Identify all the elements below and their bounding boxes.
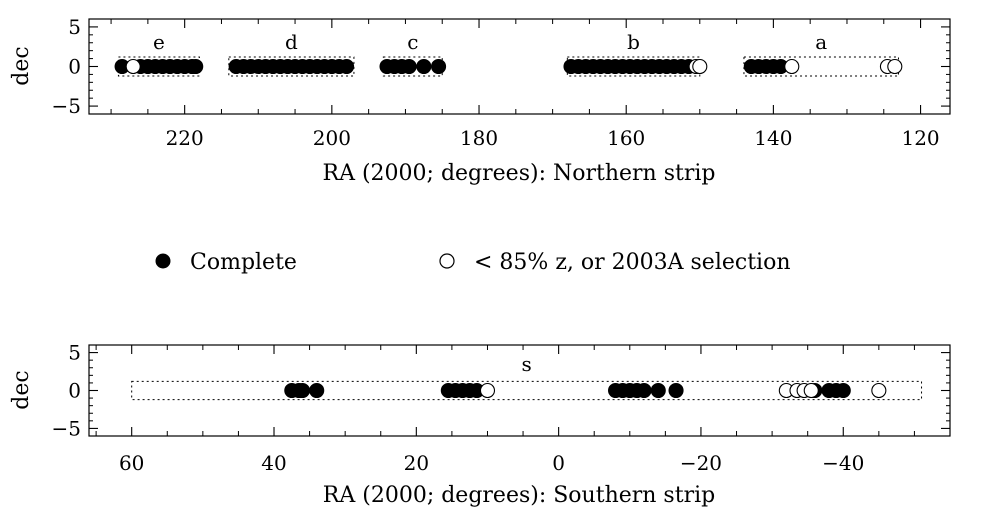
complete-point [668, 382, 684, 399]
x-tick-label: 200 [313, 126, 351, 150]
northern-strip-panel: e d c b a 220 200 180 160 140 120 5 0 −5 dec RA (200… [9, 15, 951, 186]
southern-strip-panel: s 60 40 20 0 −20 −40 5 0 −5 dec RA (2000; degree… [9, 341, 951, 508]
x-tick-label: 40 [261, 451, 286, 475]
northern-x-axis-label: RA (2000; degrees): Northern strip [323, 161, 716, 186]
field-label-s: s [521, 352, 531, 376]
field-box-s [131, 380, 923, 401]
y-tick-label: −5 [52, 94, 81, 118]
x-tick-label: −20 [680, 451, 722, 475]
legend-complete-marker [155, 253, 171, 269]
complete-point [835, 382, 851, 399]
partial-point [871, 382, 887, 399]
y-tick-label: 5 [68, 15, 81, 39]
complete-point [339, 58, 355, 75]
y-tick-label: 0 [68, 379, 81, 403]
x-tick-label: 0 [552, 451, 565, 475]
x-tick-label: 120 [901, 126, 939, 150]
complete-point [636, 382, 652, 399]
x-tick-label: −40 [822, 451, 864, 475]
y-tick-label: −5 [52, 416, 81, 440]
field-label-c: c [407, 30, 418, 54]
partial-point [692, 58, 708, 75]
x-tick-label: 140 [754, 126, 792, 150]
complete-point [294, 382, 311, 399]
complete-point [650, 382, 666, 399]
partial-point [784, 58, 800, 75]
complete-point [416, 58, 432, 75]
y-tick-label: 5 [68, 341, 81, 365]
y-tick-label: 0 [68, 55, 81, 79]
legend-complete-label: Complete [190, 250, 297, 275]
x-tick-label: 180 [460, 126, 498, 150]
field-label-b: b [627, 30, 640, 54]
partial-point [887, 58, 903, 75]
complete-point [401, 58, 417, 75]
southern-y-axis-label: dec [9, 370, 34, 409]
southern-x-axis-label: RA (2000; degrees): Southern strip [323, 483, 715, 508]
legend-partial-marker [439, 253, 455, 269]
complete-point [431, 58, 447, 75]
legend: Complete < 85% z, or 2003A selection [155, 250, 791, 275]
field-box-d [228, 56, 355, 77]
partial-point [125, 58, 141, 75]
x-tick-label: 160 [607, 126, 645, 150]
northern-y-axis-label: dec [9, 46, 34, 85]
field-box-a [743, 56, 899, 77]
x-tick-label: 220 [166, 126, 204, 150]
field-label-a: a [815, 30, 827, 54]
x-tick-label: 60 [119, 451, 144, 475]
partial-point [803, 382, 819, 399]
complete-point [309, 382, 325, 399]
legend-partial-label: < 85% z, or 2003A selection [474, 250, 791, 275]
x-tick-label: 20 [404, 451, 429, 475]
field-label-e: e [153, 30, 165, 54]
field-label-d: d [285, 30, 298, 54]
complete-point [188, 58, 204, 75]
partial-point [479, 382, 496, 399]
